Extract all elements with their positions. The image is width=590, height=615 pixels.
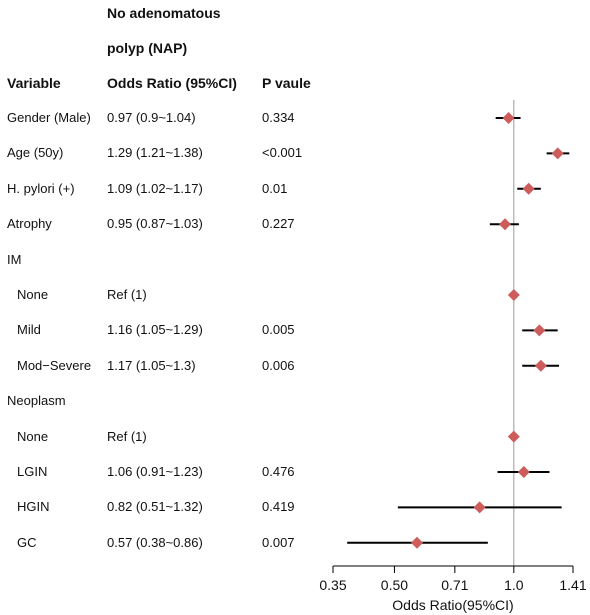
row-label: None xyxy=(17,287,49,302)
row-p-value: 0.005 xyxy=(262,322,295,338)
row-p-value: 0.007 xyxy=(262,534,295,550)
row-p-value: 0.334 xyxy=(262,110,295,125)
column-header-p-value: P vaule xyxy=(262,75,311,91)
row-p-value: <0.001 xyxy=(262,145,303,161)
x-tick-label: 0.35 xyxy=(319,577,346,593)
odds-ratio-marker xyxy=(498,218,511,231)
odds-ratio-marker xyxy=(551,147,564,160)
row-odds-ratio: Ref (1) xyxy=(107,428,147,444)
header-line1: No adenomatous xyxy=(107,5,221,21)
row-label: Age (50y) xyxy=(7,145,64,161)
row-label: Gender (Male) xyxy=(7,110,91,125)
row-odds-ratio: 1.29 (1.21~1.38) xyxy=(107,145,203,161)
row-odds-ratio: 1.09 (1.02~1.17) xyxy=(107,180,203,196)
row-p-value: 0.476 xyxy=(262,464,295,479)
row-odds-ratio: 1.06 (0.91~1.23) xyxy=(107,464,203,479)
odds-ratio-marker xyxy=(517,466,530,478)
odds-ratio-marker xyxy=(533,324,546,337)
x-tick-label: 1.41 xyxy=(559,577,586,593)
odds-ratio-marker xyxy=(411,536,424,549)
row-label: H. pylori (+) xyxy=(7,180,75,196)
row-odds-ratio: 0.82 (0.51~1.32) xyxy=(107,499,203,515)
row-label: LGIN xyxy=(17,464,48,479)
row-p-value: 0.227 xyxy=(262,216,295,232)
odds-ratio-marker xyxy=(507,289,520,301)
x-tick-label: 1.0 xyxy=(504,577,524,593)
row-label: Neoplasm xyxy=(7,393,66,409)
row-odds-ratio: 0.97 (0.9~1.04) xyxy=(107,110,196,125)
row-p-value: 0.419 xyxy=(262,499,295,515)
odds-ratio-marker xyxy=(502,112,515,124)
row-label: None xyxy=(17,428,49,444)
column-header-odds-ratio: Odds Ratio (95%CI) xyxy=(107,75,237,91)
header-line2: polyp (NAP) xyxy=(107,40,188,56)
row-p-value: 0.006 xyxy=(262,357,295,373)
x-tick-label: 0.50 xyxy=(381,577,408,593)
row-odds-ratio: 0.57 (0.38~0.86) xyxy=(107,534,203,550)
column-header-variable: Variable xyxy=(7,75,61,91)
row-label: Atrophy xyxy=(7,216,52,232)
odds-ratio-marker xyxy=(534,359,547,372)
row-odds-ratio: 0.95 (0.87~1.03) xyxy=(107,216,203,232)
row-label: Mod−Severe xyxy=(17,357,92,373)
odds-ratio-marker xyxy=(473,501,486,514)
x-axis-label: Odds Ratio(95%CI) xyxy=(392,597,513,613)
odds-ratio-marker xyxy=(522,182,535,195)
x-tick-label: 0.71 xyxy=(441,577,468,593)
odds-ratio-marker xyxy=(507,430,520,443)
row-odds-ratio: 1.17 (1.05~1.3) xyxy=(107,357,196,373)
row-label: IM xyxy=(7,251,22,267)
row-odds-ratio: 1.16 (1.05~1.29) xyxy=(107,322,203,338)
row-label: Mild xyxy=(17,322,41,338)
row-label: GC xyxy=(17,534,37,550)
row-odds-ratio: Ref (1) xyxy=(107,287,147,302)
row-p-value: 0.01 xyxy=(262,180,288,196)
row-label: HGIN xyxy=(17,499,50,515)
